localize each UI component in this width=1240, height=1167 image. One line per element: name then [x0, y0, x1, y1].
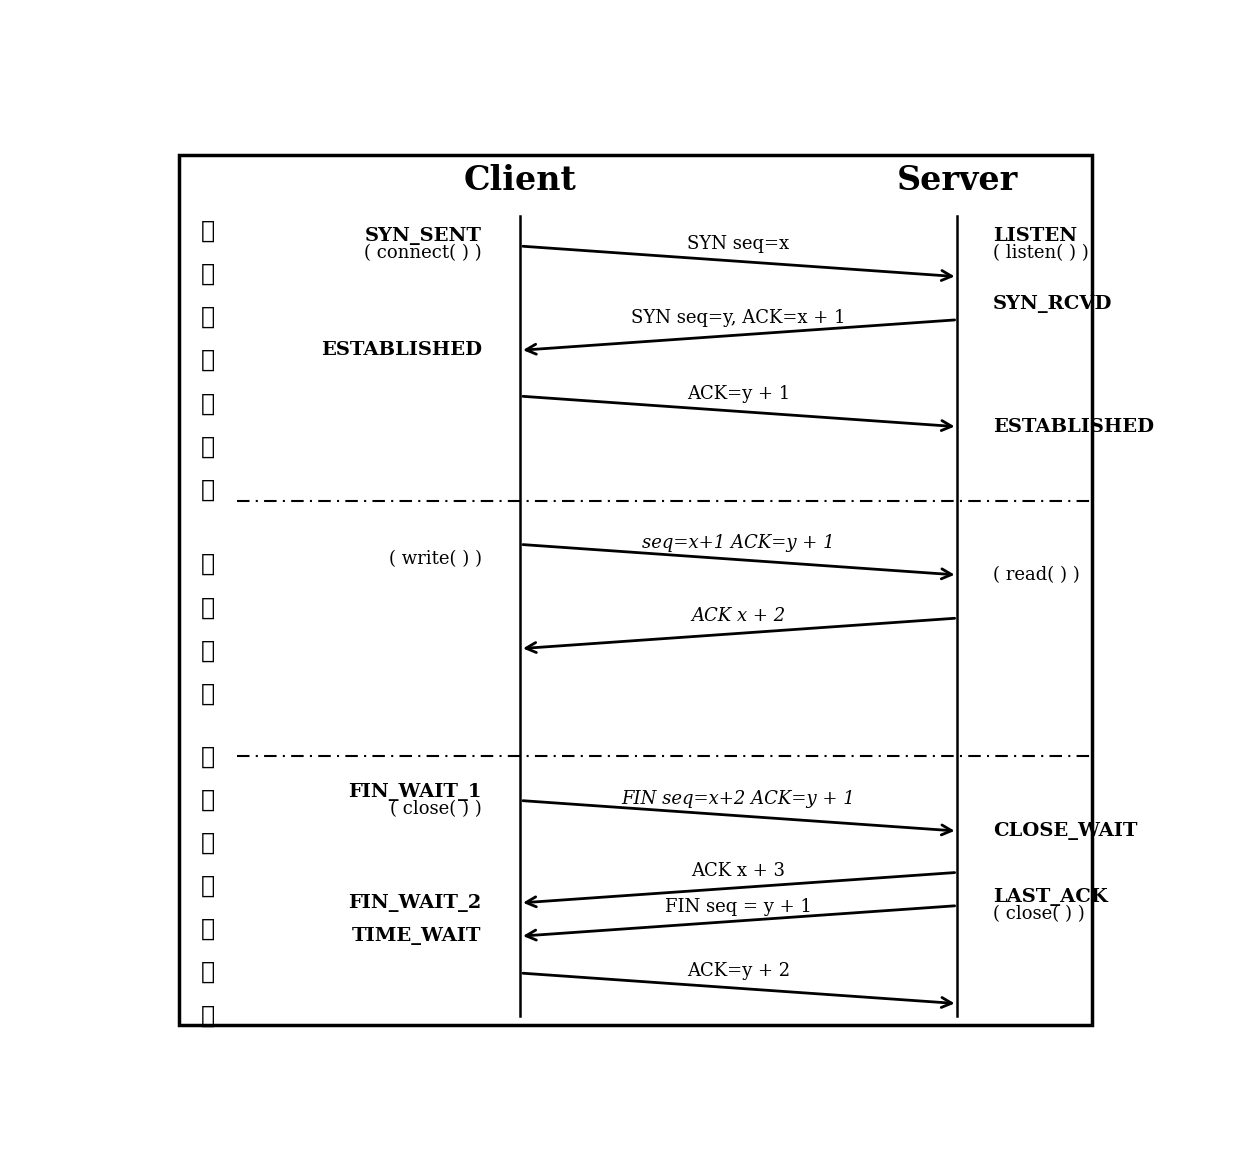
Text: 次: 次	[201, 917, 215, 941]
Text: ( connect( ) ): ( connect( ) )	[365, 244, 481, 263]
Text: SYN_SENT: SYN_SENT	[365, 228, 481, 245]
Text: ESTABLISHED: ESTABLISHED	[993, 418, 1154, 435]
Text: seq=x+1 ACK=y + 1: seq=x+1 ACK=y + 1	[642, 533, 835, 552]
Text: 握: 握	[201, 960, 215, 984]
Text: FIN seq=x+2 ACK=y + 1: FIN seq=x+2 ACK=y + 1	[621, 790, 856, 808]
Text: FIN_WAIT_1: FIN_WAIT_1	[348, 783, 481, 802]
Text: 接: 接	[201, 831, 215, 854]
Text: ACK=y + 2: ACK=y + 2	[687, 963, 790, 980]
Text: ( listen( ) ): ( listen( ) )	[993, 244, 1089, 263]
Text: ACK=y + 1: ACK=y + 1	[687, 385, 790, 404]
Text: ESTABLISHED: ESTABLISHED	[321, 341, 481, 359]
Text: 建: 建	[201, 218, 215, 243]
Text: 链: 链	[201, 788, 215, 811]
Text: Client: Client	[464, 165, 577, 197]
Text: 次: 次	[201, 391, 215, 415]
Text: LISTEN: LISTEN	[993, 228, 1078, 245]
Text: ( close( ) ): ( close( ) )	[993, 904, 1085, 923]
Text: 链: 链	[201, 261, 215, 286]
Text: 握: 握	[201, 434, 215, 459]
Text: ACK x + 3: ACK x + 3	[692, 861, 785, 880]
Text: SYN seq=y, ACK=x + 1: SYN seq=y, ACK=x + 1	[631, 309, 846, 327]
Text: 手: 手	[201, 1004, 215, 1027]
Text: 四: 四	[201, 874, 215, 897]
Text: FIN_WAIT_2: FIN_WAIT_2	[348, 894, 481, 911]
Text: 手: 手	[201, 477, 215, 502]
Text: SYN_RCVD: SYN_RCVD	[993, 294, 1112, 313]
Text: 断: 断	[201, 745, 215, 769]
Text: ( write( ) ): ( write( ) )	[389, 550, 481, 568]
Text: 据: 据	[201, 595, 215, 620]
Text: 输: 输	[201, 682, 215, 706]
Text: ( close( ) ): ( close( ) )	[391, 801, 481, 818]
Text: 传: 传	[201, 638, 215, 663]
Text: ( read( ) ): ( read( ) )	[993, 566, 1080, 584]
Text: CLOSE_WAIT: CLOSE_WAIT	[993, 822, 1137, 840]
Text: 数: 数	[201, 552, 215, 576]
Text: 三: 三	[201, 348, 215, 372]
Text: 接: 接	[201, 305, 215, 329]
Text: SYN seq=x: SYN seq=x	[687, 236, 790, 253]
Text: ACK x + 2: ACK x + 2	[691, 607, 785, 626]
Text: FIN seq = y + 1: FIN seq = y + 1	[665, 899, 812, 916]
Text: TIME_WAIT: TIME_WAIT	[352, 928, 481, 945]
Text: Server: Server	[897, 165, 1018, 197]
Text: LAST_ACK: LAST_ACK	[993, 888, 1107, 906]
